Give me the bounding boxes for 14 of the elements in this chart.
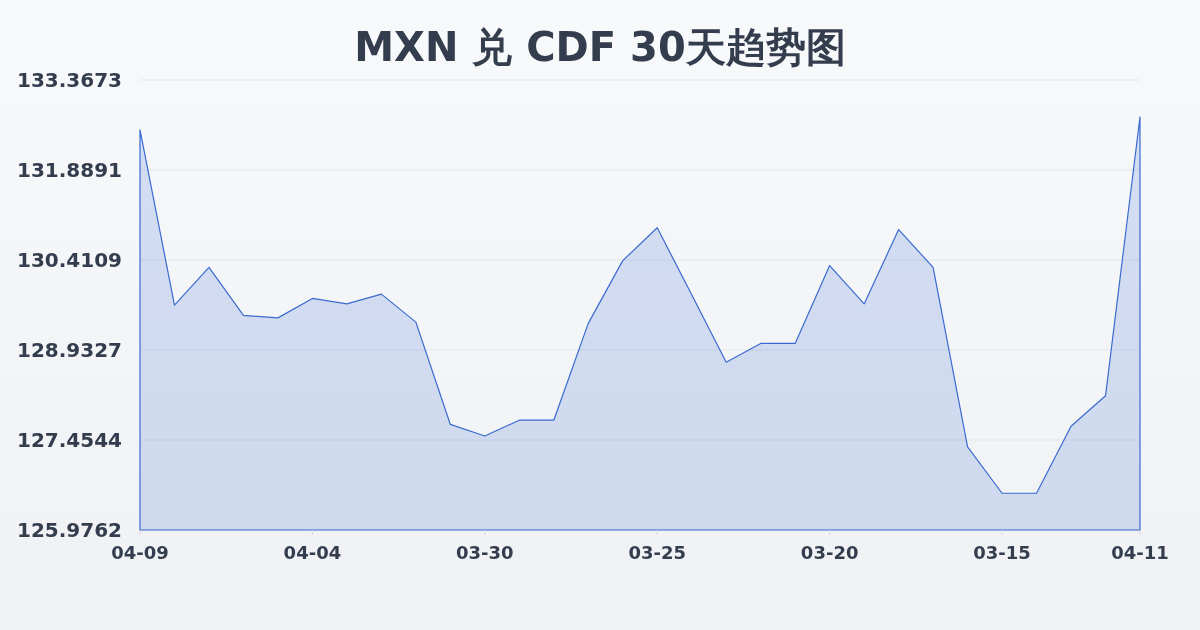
y-tick-label: 133.3673: [16, 68, 122, 92]
x-tick-label: 04-11: [1111, 542, 1169, 563]
x-tick-label: 03-15: [973, 542, 1031, 563]
x-tick-label: 03-25: [628, 542, 687, 563]
x-tick-label: 04-04: [283, 542, 342, 563]
y-tick-label: 125.9762: [16, 518, 122, 542]
chart-title: MXN 兑 CDF 30天趋势图: [354, 24, 846, 70]
y-tick-label: 131.8891: [16, 158, 122, 182]
x-tick-label: 03-20: [800, 542, 859, 563]
y-tick-label: 128.9327: [16, 338, 122, 362]
y-tick-label: 127.4544: [16, 428, 122, 452]
x-tick-label: 03-30: [456, 542, 514, 563]
x-tick-label: 04-09: [111, 542, 169, 563]
y-tick-label: 130.4109: [16, 248, 122, 272]
